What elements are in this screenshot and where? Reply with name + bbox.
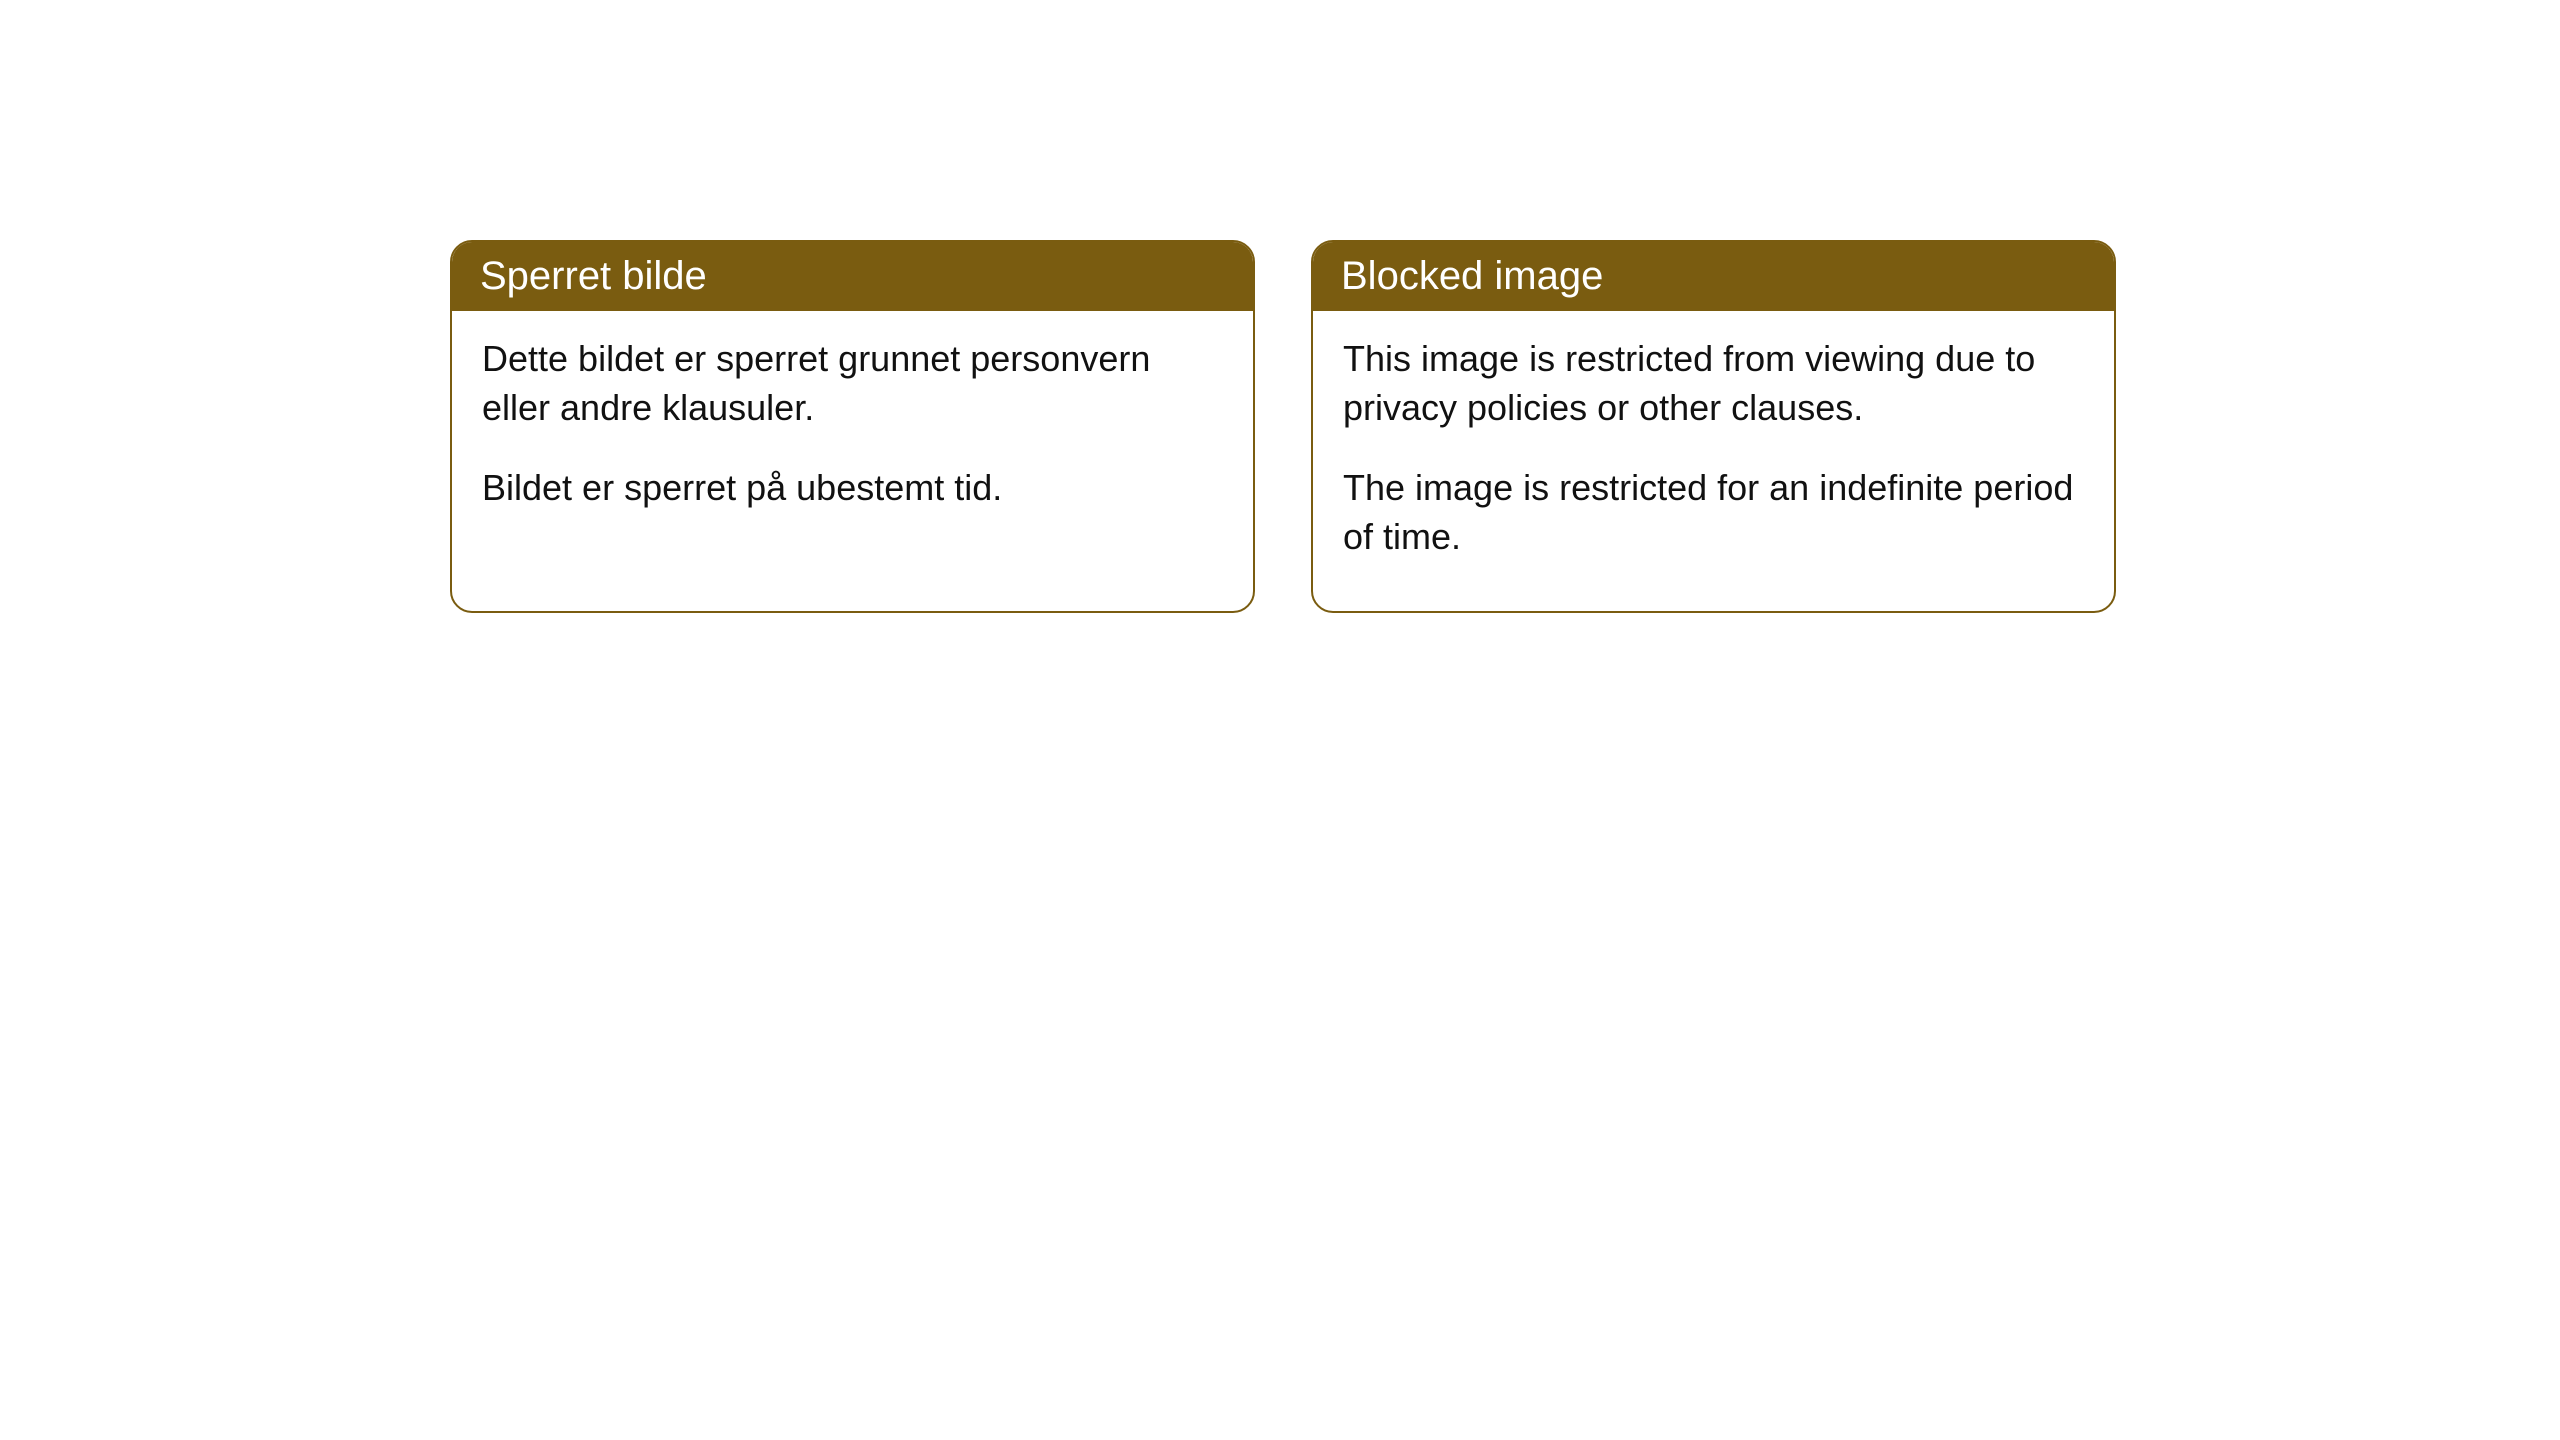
card-header: Blocked image [1313, 242, 2114, 311]
notice-card-english: Blocked image This image is restricted f… [1311, 240, 2116, 613]
card-title: Blocked image [1341, 254, 1603, 298]
notice-card-norwegian: Sperret bilde Dette bildet er sperret gr… [450, 240, 1255, 613]
card-title: Sperret bilde [480, 254, 707, 298]
card-body: This image is restricted from viewing du… [1313, 311, 2114, 611]
card-paragraph: Bildet er sperret på ubestemt tid. [482, 464, 1223, 513]
card-paragraph: The image is restricted for an indefinit… [1343, 464, 2084, 561]
card-paragraph: Dette bildet er sperret grunnet personve… [482, 335, 1223, 432]
card-header: Sperret bilde [452, 242, 1253, 311]
card-paragraph: This image is restricted from viewing du… [1343, 335, 2084, 432]
notice-container: Sperret bilde Dette bildet er sperret gr… [450, 240, 2116, 613]
card-body: Dette bildet er sperret grunnet personve… [452, 311, 1253, 563]
